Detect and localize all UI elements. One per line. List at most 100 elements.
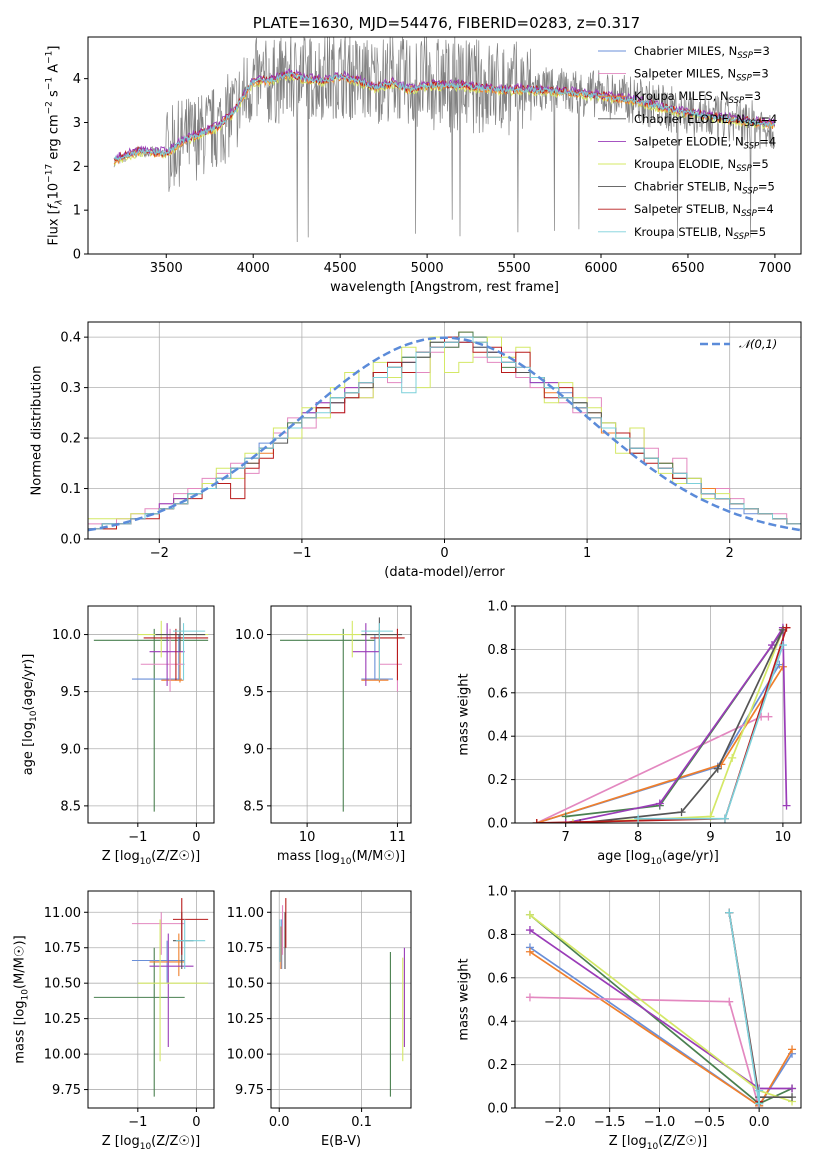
errorbar-point-7: [370, 628, 405, 681]
y-tick-label-5: 11.00: [227, 906, 264, 921]
y-tick-label-3: 10.0: [52, 628, 81, 643]
legend-entry-5: Kroupa ELODIE, NSSP=5: [598, 157, 769, 174]
errorbar-point-1: [361, 634, 393, 681]
axes-frame: [87, 605, 215, 824]
series-marker-2: [755, 1086, 764, 1095]
mass-vs-metallicity-panel: −1 0 9.75 10.00 10.25 10.50 10.75 11.00 Z [log10…: [13, 890, 215, 1152]
x-tick-label-1: 0: [192, 830, 200, 845]
series-line: [529, 996, 760, 1108]
x-tick-label-1: 8: [634, 830, 642, 845]
series-marker-0: [568, 819, 577, 823]
y-tick-label-0: 9.75: [235, 1083, 264, 1098]
x-tick-label-3: −0.5: [694, 1115, 726, 1130]
y-tick-label-1: 10.00: [44, 1048, 81, 1063]
axes-frame: [514, 605, 802, 824]
errorbar-point-0: [93, 628, 209, 812]
series-marker-0: [576, 819, 585, 823]
x-axis-label: E(B-V): [321, 1134, 361, 1149]
y-tick-label-1: 10.00: [227, 1048, 264, 1063]
y-tick-label-4: 4: [73, 72, 81, 87]
plot-area: [279, 898, 405, 1097]
x-tick-label-0: 10: [299, 830, 316, 845]
y-tick-label-1: 0.1: [60, 482, 81, 497]
errorbar-point-1: [131, 634, 182, 681]
x-tick-label-1: −1: [292, 546, 311, 561]
y-tick-label-0: 8.5: [243, 799, 264, 814]
legend-label: Chabrier STELIB, NSSP=5: [634, 180, 775, 197]
x-tick-label-3: 5000: [411, 261, 444, 276]
x-axis-label: Z [log10(Z/Z☉)]: [609, 1134, 707, 1152]
axes-frame: [270, 605, 412, 824]
x-axis-label: Z [log10(Z/Z☉)]: [102, 849, 200, 867]
y-axis-label: mass weight: [457, 673, 472, 755]
errorbar-point-6: [155, 617, 206, 652]
spectrum-model-line: [113, 71, 776, 162]
series-marker-2: [788, 1093, 797, 1102]
series-marker-1: [725, 997, 734, 1006]
plot-area: [93, 617, 209, 812]
y-tick-label-4: 0.4: [60, 331, 81, 346]
series-line: [565, 629, 784, 818]
series-marker-0: [525, 993, 534, 1002]
x-tick-label-1: 0.1: [351, 1115, 372, 1130]
y-tick-label-3: 0.3: [60, 381, 81, 396]
legend-entry-0: 𝒩(0,1): [700, 337, 777, 351]
legend-label: Chabrier MILES, NSSP=3: [634, 44, 770, 61]
x-tick-label-1: −1.5: [594, 1115, 626, 1130]
legend-label: 𝒩(0,1): [739, 337, 777, 351]
residual-histogram-panel: −2 −1 0 1 2 0.0 0.1 0.2 0.3 0.4 (data-model)/error…: [30, 321, 802, 580]
legend-label: Salpeter MILES, NSSP=3: [634, 67, 769, 84]
y-tick-label-5: 11.00: [44, 906, 81, 921]
y-axis-label: age [log10(age/yr)]: [21, 654, 39, 776]
x-tick-label-2: 4500: [324, 261, 357, 276]
x-axis-label: wavelength [Angstrom, rest frame]: [330, 280, 559, 295]
y-axis-label: mass weight: [457, 958, 472, 1040]
x-tick-label-4: 2: [726, 546, 734, 561]
y-tick-label-3: 0.6: [487, 686, 508, 701]
legend-entry-6: Chabrier STELIB, NSSP=5: [598, 180, 775, 197]
series-marker-2: [764, 712, 773, 721]
x-tick-label-5: 6000: [584, 261, 617, 276]
legend-label: Kroupa STELIB, NSSP=5: [634, 225, 766, 242]
y-tick-label-1: 0.2: [487, 773, 508, 788]
plot-area: [532, 623, 791, 823]
line-series-0: [532, 660, 784, 823]
legend-entry-3: Chabrier ELODIE, NSSP=4: [598, 112, 777, 129]
legend-entry-0: Chabrier MILES, NSSP=3: [598, 44, 770, 61]
legend-label: Kroupa ELODIE, NSSP=5: [634, 157, 769, 174]
plot-area: [525, 908, 797, 1108]
series-marker-2: [782, 623, 791, 632]
age-vs-metallicity-panel: −1 0 8.5 9.0 9.5 10.0 Z [log10(Z/Z☉)] age [log1…: [21, 605, 215, 867]
y-axis-label: Flux [fλ10−17 erg cm−2 s−1 A−1]: [45, 46, 65, 246]
errorbar-point-8: [172, 623, 206, 681]
series-line: [728, 912, 760, 1104]
x-tick-label-1: 4000: [237, 261, 270, 276]
normal-curve: [88, 336, 801, 532]
series-line: [572, 629, 784, 823]
axes-frame: [87, 36, 802, 255]
x-tick-label-0: 3500: [150, 261, 183, 276]
line-series-2: [525, 993, 764, 1108]
legend-label: Salpeter STELIB, NSSP=4: [634, 202, 774, 219]
series-marker-0: [525, 947, 534, 956]
x-tick-label-0: 7: [562, 830, 570, 845]
age-vs-mass-panel: 10 11 8.5 9.0 9.5 10.0 mass [log10(M/M☉)]: [235, 605, 412, 867]
y-tick-label-2: 10.25: [227, 1012, 264, 1027]
x-tick-label-6: 6500: [671, 261, 704, 276]
legend-label: Kroupa MILES, NSSP=3: [634, 89, 761, 106]
x-tick-label-1: 0: [192, 1115, 200, 1130]
legend-entry-8: Kroupa STELIB, NSSP=5: [598, 225, 766, 242]
series-line: [536, 627, 788, 823]
y-tick-label-0: 0.0: [60, 533, 81, 548]
errorbar-point-6: [361, 617, 402, 652]
mass-weight-vs-metallicity-panel: −2.0 −1.5 −1.0 −0.5 0.0 0.0 0.2 0.4 0.6 0.8 1.0 Z […: [457, 885, 802, 1152]
y-tick-label-0: 0.0: [487, 1102, 508, 1117]
y-tick-label-4: 10.75: [44, 941, 81, 956]
errorbar-point-3: [140, 628, 185, 692]
legend-entry-4: Salpeter ELODIE, NSSP=4: [598, 134, 776, 151]
series-marker-0: [634, 814, 643, 823]
y-tick-label-5: 1.0: [487, 885, 508, 900]
y-tick-label-1: 0.2: [487, 1058, 508, 1073]
plot-area: [280, 617, 405, 812]
